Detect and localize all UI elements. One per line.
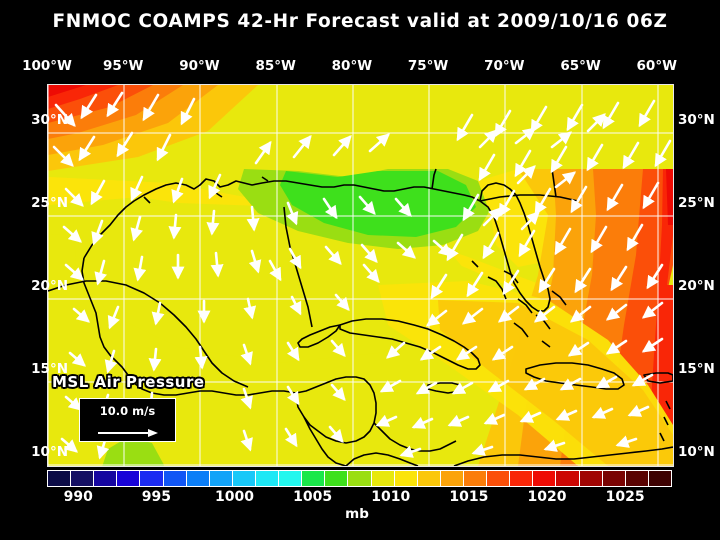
figure-title: FNMOC COAMPS 42-Hr Forecast valid at 200… [52, 11, 668, 32]
colorbar-swatch [487, 471, 511, 486]
colorbar-swatch [279, 471, 303, 486]
colorbar-tick-label: 1025 [605, 489, 645, 505]
colorbar-tick-label: 990 [63, 489, 93, 505]
colorbar-tick-label: 1005 [293, 489, 333, 505]
lon-tick-label: 70°W [484, 58, 525, 74]
colorbar-swatch [48, 471, 72, 486]
lat-tick-label-left: 25°N [31, 195, 68, 212]
lat-tick-label-left: 10°N [31, 443, 68, 460]
colorbar-swatch [602, 471, 626, 486]
colorbar-swatch [510, 471, 534, 486]
colorbar-swatch [140, 471, 164, 486]
colorbar-swatch [186, 471, 210, 486]
pressure-colorbar [47, 470, 672, 487]
colorbar-swatch [533, 471, 557, 486]
colorbar-tick-label: 995 [141, 489, 171, 505]
wind-scale-value: 10.0 m/s [99, 404, 156, 418]
colorbar-swatch [255, 471, 280, 486]
colorbar-swatch [302, 471, 326, 486]
wind-scale-legend: 10.0 m/s [79, 398, 176, 442]
colorbar-tick-label: 1020 [527, 489, 567, 505]
wind-vectors [52, 91, 672, 460]
lat-tick-label-left: 20°N [31, 278, 68, 295]
lon-tick-label: 85°W [255, 58, 296, 74]
colorbar-swatch [325, 471, 349, 486]
colorbar-swatch [163, 471, 187, 486]
lat-tick-label-right: 20°N [678, 278, 715, 295]
lon-tick-label: 90°W [179, 58, 220, 74]
lon-tick-label: 95°W [103, 58, 144, 74]
lat-tick-label-right: 30°N [678, 112, 715, 129]
lon-tick-label: 100°W [22, 58, 72, 74]
colorbar-swatch [371, 471, 395, 486]
colorbar-tick-label: 1000 [215, 489, 254, 505]
lat-tick-label-right: 15°N [678, 360, 715, 377]
lat-tick-label-right: 10°N [678, 443, 715, 460]
colorbar-swatch [71, 471, 95, 486]
field-label: MSL Air Pressure [52, 373, 205, 391]
colorbar-swatch [417, 471, 441, 486]
colorbar-swatch [556, 471, 580, 486]
colorbar-tick-label: 1010 [371, 489, 411, 505]
colorbar-swatch [394, 471, 418, 486]
lon-tick-label: 75°W [407, 58, 449, 74]
lat-tick-label-left: 15°N [31, 360, 68, 377]
colorbar-swatch [94, 471, 118, 486]
lon-tick-label: 80°W [331, 58, 373, 74]
lon-tick-label: 60°W [636, 58, 677, 74]
colorbar-swatch [209, 471, 233, 486]
colorbar-swatch [232, 471, 256, 486]
lat-tick-label-left: 30°N [31, 112, 68, 129]
colorbar-swatch [463, 471, 488, 486]
colorbar-swatch [440, 471, 464, 486]
lat-tick-label-right: 25°N [678, 195, 715, 212]
colorbar-swatch [625, 471, 649, 486]
colorbar-swatch [648, 471, 671, 486]
colorbar-tick-label: 1015 [449, 489, 489, 505]
colorbar-swatch [348, 471, 372, 486]
lon-tick-label: 65°W [560, 58, 601, 74]
arrow-right-icon [97, 429, 158, 437]
colorbar-swatch [579, 471, 603, 486]
colorbar-swatch [117, 471, 141, 486]
colorbar-units: mb [345, 506, 369, 522]
